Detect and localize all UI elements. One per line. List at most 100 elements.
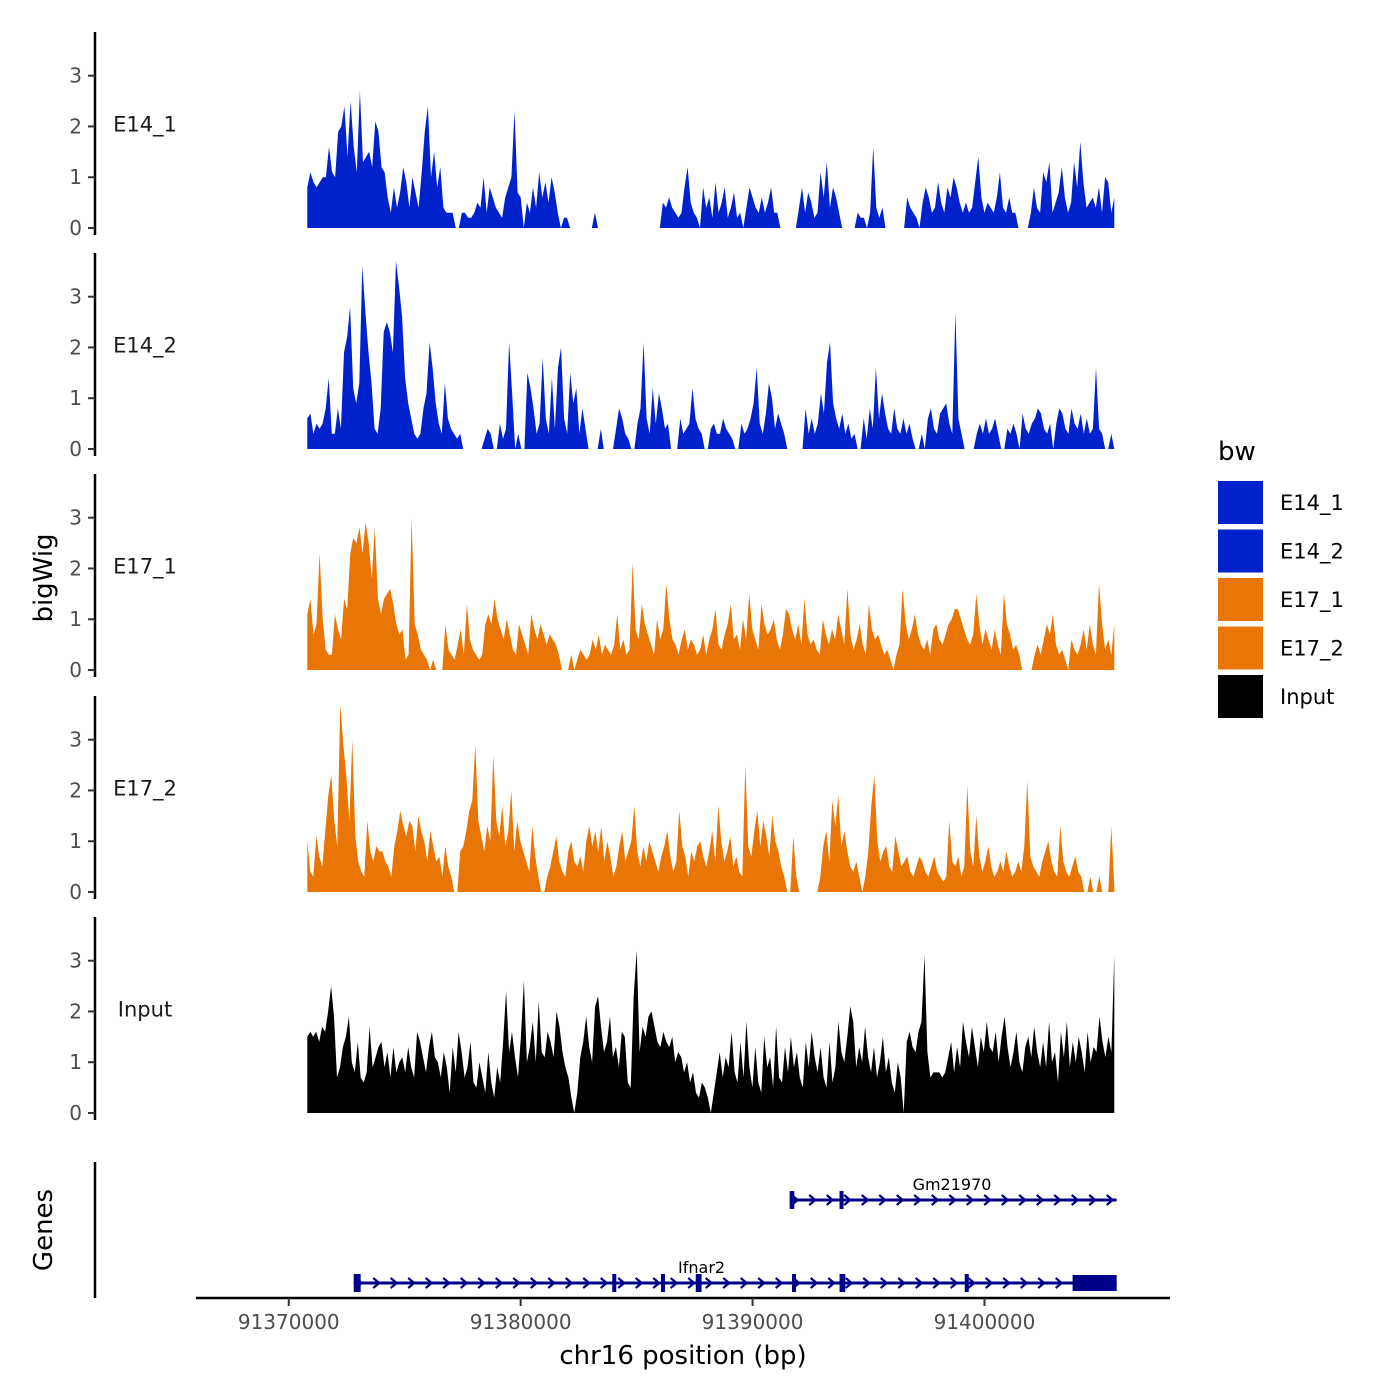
- coverage-area-e17-2: [307, 704, 1115, 892]
- legend-label: E17_2: [1280, 637, 1344, 662]
- gene-exon: [964, 1274, 969, 1292]
- coverage-area-e17-1: [307, 517, 1115, 670]
- strand-arrow-icon: [652, 1277, 661, 1289]
- strand-arrow-icon: [1088, 1194, 1097, 1206]
- legend-label: E14_1: [1280, 491, 1344, 516]
- y-tick-label: 3: [69, 949, 82, 973]
- track-e17-1: 0 1 2 3 E17_1: [69, 474, 1115, 682]
- strand-arrow-icon: [494, 1277, 504, 1289]
- strand-arrow-icon: [862, 1277, 871, 1289]
- track-e17-2: 0 1 2 3 E17_2: [69, 696, 1115, 904]
- legend-swatch: [1218, 578, 1263, 621]
- track-label: Input: [118, 998, 172, 1022]
- strand-arrow-icon: [1053, 1194, 1062, 1206]
- legend-label: Input: [1280, 685, 1334, 709]
- y-tick-label: 0: [69, 658, 82, 682]
- x-tick-label: 91380000: [470, 1310, 572, 1334]
- strand-arrow-icon: [827, 1277, 836, 1289]
- strand-arrow-icon: [442, 1277, 451, 1289]
- y-tick-label: 0: [69, 437, 82, 461]
- gene-ifnar2: Ifnar2: [353, 1258, 1117, 1292]
- y-tick-label: 1: [69, 386, 82, 410]
- coverage-area-input: [307, 950, 1115, 1113]
- strand-arrow-icon: [860, 1194, 870, 1206]
- strand-arrow-icon: [407, 1277, 416, 1289]
- gene-exon: [789, 1191, 795, 1209]
- strand-arrow-icon: [914, 1277, 924, 1289]
- strand-arrow-icon: [1054, 1277, 1064, 1289]
- legend-swatch: [1218, 626, 1263, 670]
- strand-arrow-icon: [879, 1277, 889, 1289]
- y-tick-label: 2: [69, 114, 82, 138]
- strand-arrow-icon: [1018, 1194, 1027, 1206]
- strand-arrow-icon: [808, 1194, 817, 1206]
- y-tick-label: 1: [69, 1050, 82, 1074]
- strand-arrow-icon: [897, 1277, 906, 1289]
- strand-arrow-icon: [669, 1277, 679, 1289]
- strand-arrow-icon: [529, 1277, 539, 1289]
- strand-arrow-icon: [424, 1277, 434, 1289]
- strand-arrow-icon: [722, 1277, 731, 1289]
- strand-arrow-icon: [634, 1277, 644, 1289]
- strand-arrow-icon: [1037, 1277, 1046, 1289]
- coverage-area-e14-1: [307, 90, 1115, 229]
- track-label: E17_1: [113, 555, 177, 580]
- y-tick-label: 3: [69, 285, 82, 309]
- y-tick-label: 1: [69, 829, 82, 853]
- legend-swatch: [1218, 529, 1263, 573]
- strand-arrow-icon: [809, 1277, 819, 1289]
- strand-arrow-icon: [878, 1194, 887, 1206]
- strand-arrow-icon: [617, 1277, 626, 1289]
- strand-arrow-icon: [1002, 1277, 1011, 1289]
- legend-item: E17_1: [1218, 578, 1344, 621]
- x-tick-label: 91370000: [238, 1310, 340, 1334]
- legend-item: E17_2: [1218, 626, 1344, 670]
- strand-arrow-icon: [372, 1277, 381, 1289]
- strand-arrow-icon: [477, 1277, 486, 1289]
- gene-exon: [660, 1274, 665, 1292]
- track-label: E14_1: [113, 113, 177, 138]
- track-e14-1: 0 1 2 3 E14_1: [69, 32, 1115, 240]
- gene-exon: [839, 1191, 844, 1209]
- genes-panel-title: Genes: [29, 1189, 59, 1271]
- y-tick-label: 0: [69, 1101, 82, 1125]
- track-label: E17_2: [113, 777, 177, 802]
- strand-arrow-icon: [757, 1277, 766, 1289]
- coverage-area-e14-2: [307, 261, 1115, 449]
- genes-panel: Genes Gm21970 Ifnar2: [29, 1162, 1117, 1298]
- gene-exon: [791, 1274, 796, 1292]
- strand-arrow-icon: [512, 1277, 521, 1289]
- y-tick-label: 2: [69, 778, 82, 802]
- y-tick-label: 3: [69, 64, 82, 88]
- legend-item: Input: [1218, 675, 1334, 718]
- y-tick-label: 0: [69, 880, 82, 904]
- track-e14-2: 0 1 2 3 E14_2: [69, 253, 1115, 461]
- strand-arrow-icon: [774, 1277, 784, 1289]
- strand-arrow-icon: [599, 1277, 609, 1289]
- legend-item: E14_1: [1218, 481, 1344, 524]
- y-tick-label: 3: [69, 506, 82, 530]
- legend-title: bw: [1218, 437, 1256, 467]
- y-axis-title: bigWig: [29, 533, 59, 622]
- y-tick-label: 1: [69, 165, 82, 189]
- x-tick-label: 91390000: [702, 1310, 804, 1334]
- strand-arrow-icon: [843, 1194, 852, 1206]
- strand-arrow-icon: [844, 1277, 854, 1289]
- y-tick-label: 0: [69, 216, 82, 240]
- strand-arrow-icon: [965, 1194, 975, 1206]
- strand-arrow-icon: [825, 1194, 835, 1206]
- x-axis: 91370000 91380000 91390000 91400000 chr16 p…: [196, 1296, 1170, 1371]
- legend-item: E14_2: [1218, 529, 1344, 573]
- strand-arrow-icon: [687, 1277, 696, 1289]
- strand-arrow-icon: [1019, 1277, 1029, 1289]
- strand-arrow-icon: [389, 1277, 399, 1289]
- track-input: 0 1 2 3 Input: [69, 917, 1115, 1125]
- gene-exon: [612, 1274, 617, 1292]
- strand-arrow-icon: [895, 1194, 905, 1206]
- y-tick-label: 2: [69, 335, 82, 359]
- strand-arrow-icon: [1070, 1194, 1080, 1206]
- legend: bw E14_1 E14_2 E17_1 E17_2 Input: [1218, 437, 1344, 718]
- strand-arrow-icon: [1000, 1194, 1010, 1206]
- gene-exon: [353, 1274, 361, 1292]
- strand-arrow-icon: [459, 1277, 469, 1289]
